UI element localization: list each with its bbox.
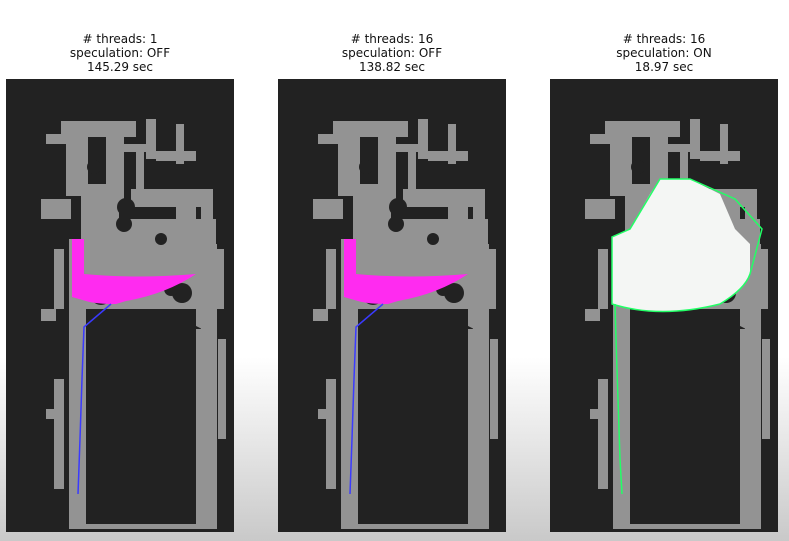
occupancy-map xyxy=(550,79,778,532)
occupancy-map xyxy=(6,79,234,532)
threads-label: # threads: 16 xyxy=(350,32,434,46)
panel-caption: # threads: 16 speculation: OFF 138.82 se… xyxy=(278,32,506,74)
free-space xyxy=(313,119,498,529)
found-path xyxy=(77,303,112,495)
time-label: 18.97 sec xyxy=(634,60,694,74)
explored-region xyxy=(72,239,196,304)
panel-caption: # threads: 1 speculation: OFF 145.29 sec xyxy=(6,32,234,74)
threads-label: # threads: 16 xyxy=(622,32,706,46)
found-path xyxy=(349,303,384,495)
explored-region xyxy=(611,178,763,313)
path-line xyxy=(349,303,384,495)
speculation-label: speculation: OFF xyxy=(341,46,443,60)
occupancy-map xyxy=(278,79,506,532)
path-line xyxy=(77,303,112,495)
time-label: 138.82 sec xyxy=(358,60,426,74)
threads-label: # threads: 1 xyxy=(82,32,158,46)
path-line xyxy=(614,303,623,495)
obstacles xyxy=(358,160,468,524)
explored-area xyxy=(612,179,750,312)
explored-boundary xyxy=(611,178,763,313)
panel-caption: # threads: 16 speculation: ON 18.97 sec xyxy=(550,32,778,74)
speculation-label: speculation: ON xyxy=(616,46,712,60)
found-path xyxy=(614,303,623,495)
speculation-label: speculation: OFF xyxy=(69,46,171,60)
explored-region xyxy=(344,239,468,304)
explored-area xyxy=(72,239,196,304)
time-label: 145.29 sec xyxy=(86,60,154,74)
explored-area xyxy=(344,239,468,304)
